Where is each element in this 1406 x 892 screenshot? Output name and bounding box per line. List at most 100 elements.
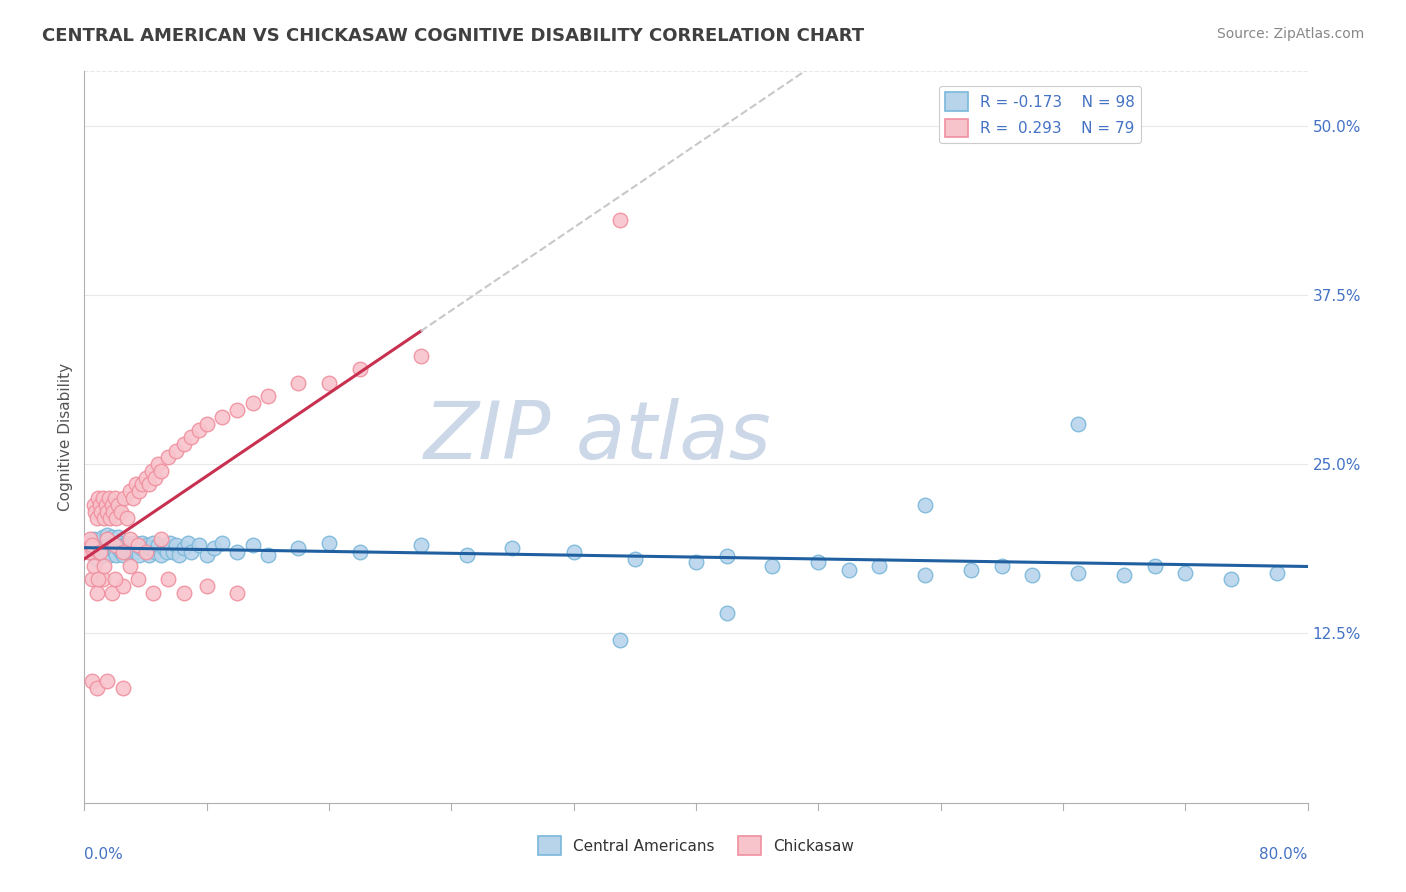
Point — [318, 535, 340, 549]
Point — [257, 548, 280, 562]
Point — [79, 532, 101, 546]
Point — [104, 572, 127, 586]
Point — [226, 403, 249, 417]
Point — [609, 633, 631, 648]
Point — [111, 681, 134, 695]
Point — [716, 606, 738, 620]
Point — [156, 545, 179, 559]
Point — [157, 572, 180, 586]
Point — [349, 362, 371, 376]
Point — [242, 396, 264, 410]
Point — [86, 511, 108, 525]
Point — [135, 544, 157, 558]
Point — [112, 491, 135, 505]
Point — [869, 558, 891, 573]
Point — [83, 558, 105, 573]
Point — [121, 545, 143, 559]
Point — [110, 545, 132, 559]
Point — [91, 572, 114, 586]
Point — [76, 538, 98, 552]
Point — [80, 673, 103, 688]
Point — [146, 457, 169, 471]
Point — [409, 538, 432, 552]
Point — [107, 530, 129, 544]
Text: 0.0%: 0.0% — [84, 847, 124, 862]
Point — [103, 505, 125, 519]
Point — [101, 586, 124, 600]
Point — [409, 349, 432, 363]
Point — [97, 491, 120, 505]
Point — [89, 498, 111, 512]
Point — [609, 213, 631, 227]
Point — [149, 464, 172, 478]
Point — [131, 477, 153, 491]
Point — [195, 548, 218, 562]
Point — [83, 498, 105, 512]
Point — [157, 450, 180, 465]
Point — [142, 535, 165, 549]
Point — [131, 535, 153, 549]
Point — [89, 535, 111, 549]
Point — [96, 527, 118, 541]
Point — [93, 511, 115, 525]
Point — [79, 535, 101, 549]
Point — [80, 541, 103, 556]
Point — [125, 545, 148, 559]
Point — [349, 545, 371, 559]
Point — [112, 541, 135, 556]
Point — [96, 505, 118, 519]
Point — [115, 538, 138, 552]
Point — [107, 541, 129, 556]
Point — [101, 498, 124, 512]
Point — [991, 558, 1014, 573]
Point — [84, 545, 107, 559]
Point — [115, 511, 138, 525]
Point — [94, 535, 117, 549]
Point — [87, 491, 110, 505]
Point — [108, 535, 131, 549]
Point — [188, 538, 211, 552]
Point — [1174, 566, 1197, 580]
Point — [120, 558, 142, 573]
Point — [104, 538, 127, 552]
Point — [118, 544, 141, 558]
Point — [104, 545, 127, 559]
Point — [502, 541, 524, 556]
Point — [807, 555, 830, 569]
Point — [124, 535, 146, 549]
Point — [138, 477, 160, 491]
Point — [624, 552, 647, 566]
Point — [125, 477, 148, 491]
Point — [165, 443, 187, 458]
Point — [211, 409, 233, 424]
Point — [104, 491, 127, 505]
Point — [1114, 568, 1136, 582]
Point — [716, 549, 738, 564]
Point — [127, 538, 149, 552]
Point — [80, 538, 103, 552]
Point — [111, 548, 134, 562]
Point — [98, 548, 121, 562]
Point — [87, 572, 110, 586]
Point — [111, 545, 134, 559]
Point — [122, 491, 145, 505]
Point — [120, 532, 142, 546]
Point — [101, 530, 124, 544]
Point — [120, 538, 142, 552]
Point — [103, 535, 125, 549]
Point — [318, 376, 340, 390]
Point — [143, 471, 166, 485]
Point — [257, 389, 280, 403]
Point — [90, 538, 112, 552]
Point — [149, 548, 172, 562]
Point — [110, 505, 132, 519]
Point — [96, 545, 118, 559]
Point — [90, 505, 112, 519]
Point — [165, 538, 187, 552]
Point — [135, 471, 157, 485]
Text: CENTRAL AMERICAN VS CHICKASAW COGNITIVE DISABILITY CORRELATION CHART: CENTRAL AMERICAN VS CHICKASAW COGNITIVE … — [42, 27, 865, 45]
Point — [838, 563, 860, 577]
Point — [173, 586, 195, 600]
Point — [98, 511, 121, 525]
Point — [111, 538, 134, 552]
